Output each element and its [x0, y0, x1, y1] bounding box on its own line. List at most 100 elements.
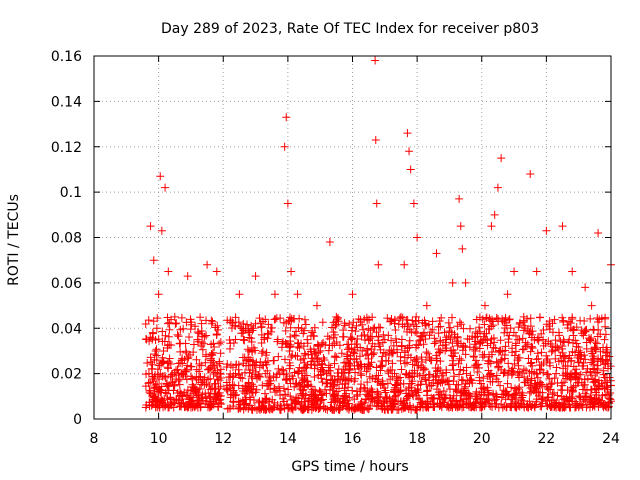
data-point: [335, 405, 344, 414]
data-point: [337, 349, 346, 358]
data-point: [384, 331, 393, 340]
data-point: [469, 352, 478, 361]
data-point: [156, 172, 165, 181]
data-point: [176, 347, 185, 356]
data-point: [277, 343, 286, 352]
data-point: [567, 393, 576, 402]
data-point: [579, 361, 588, 370]
data-point: [409, 199, 418, 208]
data-point: [539, 335, 548, 344]
data-point: [590, 344, 599, 353]
data-point: [571, 374, 580, 383]
data-point: [284, 385, 293, 394]
data-point: [508, 364, 517, 373]
data-point: [179, 398, 188, 407]
data-point: [353, 334, 362, 343]
data-point: [215, 357, 224, 366]
data-point: [155, 361, 164, 370]
data-point: [403, 315, 412, 324]
data-point: [348, 386, 357, 395]
data-point: [445, 376, 454, 385]
data-point: [493, 183, 502, 192]
data-point: [449, 346, 458, 355]
data-point: [292, 379, 301, 388]
data-point: [283, 199, 292, 208]
data-point: [403, 402, 412, 411]
data-point: [535, 365, 544, 374]
data-point: [286, 342, 295, 351]
data-point: [482, 314, 491, 323]
data-point: [247, 334, 256, 343]
data-point: [582, 338, 591, 347]
data-point: [507, 370, 516, 379]
data-point: [518, 345, 527, 354]
data-point: [287, 353, 296, 362]
data-point: [270, 290, 279, 299]
data-point: [558, 313, 567, 322]
data-point: [383, 379, 392, 388]
data-point: [343, 354, 352, 363]
data-point: [575, 350, 584, 359]
data-point: [322, 369, 331, 378]
data-point: [287, 267, 296, 276]
data-point: [297, 366, 306, 375]
data-point: [571, 381, 580, 390]
data-point: [358, 320, 367, 329]
data-point: [556, 337, 565, 346]
data-point: [178, 359, 187, 368]
data-point: [534, 392, 543, 401]
data-point: [374, 377, 383, 386]
data-point: [373, 401, 382, 410]
data-point: [362, 313, 371, 322]
data-point: [332, 387, 341, 396]
data-point: [470, 340, 479, 349]
data-point: [412, 355, 421, 364]
data-point: [342, 358, 351, 367]
data-point: [286, 323, 295, 332]
data-point: [415, 395, 424, 404]
data-point: [191, 383, 200, 392]
data-point: [163, 363, 172, 372]
data-point: [360, 398, 369, 407]
data-point: [543, 369, 552, 378]
data-point: [198, 378, 207, 387]
data-point: [433, 354, 442, 363]
data-point: [548, 346, 557, 355]
data-point: [403, 392, 412, 401]
data-point: [430, 334, 439, 343]
data-point: [146, 222, 155, 231]
data-point: [400, 346, 409, 355]
data-point: [396, 397, 405, 406]
data-point: [234, 318, 243, 327]
data-point: [397, 342, 406, 351]
data-point: [379, 330, 388, 339]
data-point: [379, 397, 388, 406]
data-point: [327, 398, 336, 407]
data-point: [472, 315, 481, 324]
data-point: [519, 345, 528, 354]
data-point: [216, 338, 225, 347]
data-point: [413, 233, 422, 242]
data-point: [400, 260, 409, 269]
data-point: [433, 399, 442, 408]
data-point: [513, 368, 522, 377]
data-point: [405, 379, 414, 388]
y-tick-labels: 0 0.02 0.04 0.06 0.08 0.1 0.12 0.14 0.16: [51, 49, 82, 428]
data-point: [599, 343, 608, 352]
data-point: [527, 342, 536, 351]
data-point: [579, 331, 588, 340]
data-point: [553, 391, 562, 400]
data-point: [182, 318, 191, 327]
data-point: [164, 400, 173, 409]
data-point: [294, 339, 303, 348]
data-point: [196, 313, 205, 322]
data-point: [247, 337, 256, 346]
data-point: [330, 353, 339, 362]
data-point: [528, 344, 537, 353]
data-point: [491, 344, 500, 353]
data-point: [205, 392, 214, 401]
data-point: [286, 404, 295, 413]
data-point: [483, 372, 492, 381]
data-point: [604, 391, 613, 400]
data-point: [605, 352, 614, 361]
